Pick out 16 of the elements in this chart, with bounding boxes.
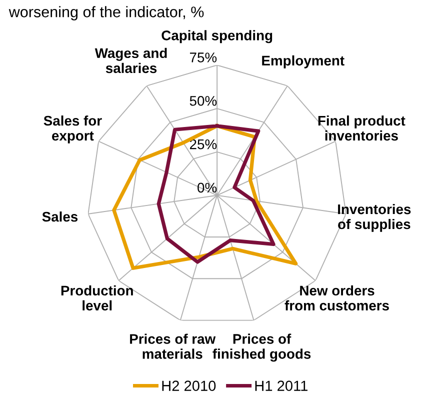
- spoke-label: Sales for export: [44, 115, 102, 144]
- chart-title: worsening of the indicator, %: [8, 6, 204, 20]
- y-tick-label: 0%: [198, 182, 217, 193]
- spoke-label: Inventories of supplies: [338, 204, 411, 232]
- legend-label: H1 2011: [255, 380, 308, 391]
- y-tick-label: 75%: [190, 52, 217, 62]
- spoke-label: Production level: [61, 285, 133, 311]
- spoke-label: Employment: [262, 55, 344, 68]
- spoke-label: Wages and salaries: [94, 48, 167, 74]
- spoke-label: New orders from customers: [284, 285, 389, 311]
- spoke-label: Capital spending: [162, 30, 272, 44]
- legend-label: H2 2010: [162, 380, 216, 391]
- y-tick-label: 50%: [190, 96, 217, 106]
- y-tick-label: 25%: [190, 139, 217, 150]
- spoke-label: Final product inventories: [318, 115, 406, 141]
- spoke-label: Sales: [42, 211, 78, 222]
